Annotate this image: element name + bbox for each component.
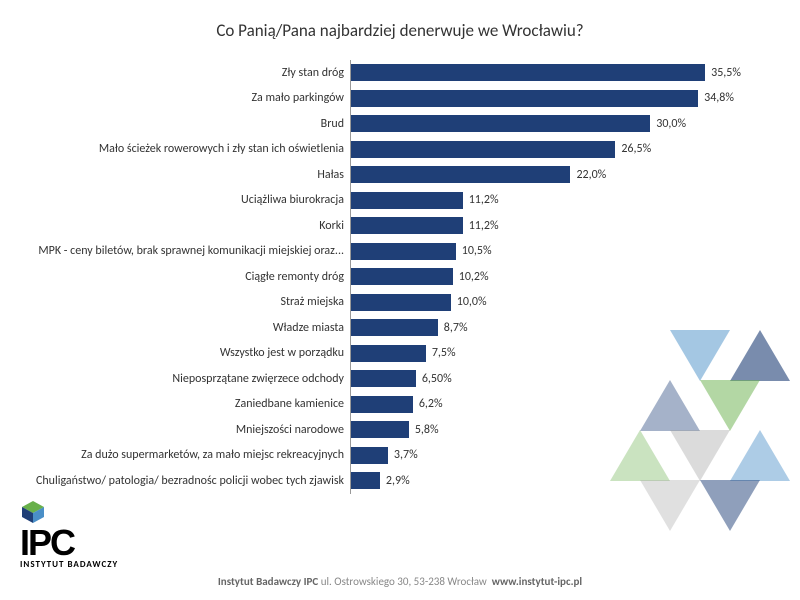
bar-value: 7,5% [432, 346, 456, 360]
bar [351, 294, 451, 311]
bar-track: 6,2% [350, 392, 750, 418]
bar-label: Zaniedbane kamienice [30, 397, 350, 411]
bar-label: Władze miasta [30, 321, 350, 335]
bar [351, 268, 453, 285]
cube-icon [20, 499, 46, 525]
bar [351, 319, 438, 336]
bar-chart: Zły stan dróg 35,5% Za mało parkingów 34,8%… [30, 60, 750, 510]
bar-label: Chuligaństwo/ patologia/ bezradnośc poli… [30, 474, 350, 488]
bar-track: 3,7% [350, 443, 750, 469]
chart-row: Korki 11,2% [30, 213, 750, 239]
chart-row: Straż miejska 10,0% [30, 290, 750, 316]
bar-track: 26,5% [350, 137, 750, 163]
bar-value: 11,2% [469, 219, 499, 233]
chart-row: Mniejszości narodowe 5,8% [30, 417, 750, 443]
bar-value: 8,7% [444, 321, 468, 335]
chart-row: Władze miasta 8,7% [30, 315, 750, 341]
bar-track: 34,8% [350, 86, 750, 112]
bar-label: MPK - ceny biletów, brak sprawnej komuni… [30, 244, 350, 258]
bar-label: Nieposprzątane zwięrzece odchody [30, 372, 350, 386]
footer-url: www.instytut-ipc.pl [492, 575, 582, 588]
bar [351, 90, 698, 107]
chart-row: Zaniedbane kamienice 6,2% [30, 392, 750, 418]
bar-value: 10,0% [457, 295, 487, 309]
chart-row: Uciążliwa biurokracja 11,2% [30, 188, 750, 214]
bar [351, 166, 570, 183]
chart-row: Mało ścieżek rowerowych i zły stan ich o… [30, 137, 750, 163]
chart-row: Ciągłe remonty dróg 10,2% [30, 264, 750, 290]
footer-org: Instytut Badawczy IPC [218, 575, 318, 588]
bar-value: 6,50% [422, 372, 452, 386]
bar-value: 22,0% [576, 168, 606, 182]
bar-label: Brud [30, 117, 350, 131]
logo-text: IPC [20, 527, 74, 559]
footer: Instytut Badawczy IPC ul. Ostrowskiego 3… [0, 575, 800, 588]
bar-track: 35,5% [350, 60, 750, 86]
bar-value: 35,5% [711, 66, 741, 80]
bar-track: 10,0% [350, 290, 750, 316]
bar [351, 115, 650, 132]
chart-title: Co Panią/Pana najbardziej denerwuje we W… [0, 0, 800, 53]
bar-track: 10,2% [350, 264, 750, 290]
bar-label: Ciągłe remonty dróg [30, 270, 350, 284]
bar-value: 3,7% [394, 448, 418, 462]
bar-track: 22,0% [350, 162, 750, 188]
bar-value: 6,2% [419, 397, 443, 411]
bar-track: 11,2% [350, 188, 750, 214]
bar-label: Zły stan dróg [30, 66, 350, 80]
bar-value: 10,2% [459, 270, 489, 284]
bar-label: Mało ścieżek rowerowych i zły stan ich o… [30, 142, 350, 156]
bar [351, 217, 463, 234]
bar [351, 396, 413, 413]
chart-row: MPK - ceny biletów, brak sprawnej komuni… [30, 239, 750, 265]
bar [351, 141, 615, 158]
chart-row: Za mało parkingów 34,8% [30, 86, 750, 112]
bar [351, 370, 416, 387]
chart-row: Chuligaństwo/ patologia/ bezradnośc poli… [30, 468, 750, 494]
bar-value: 26,5% [621, 142, 651, 156]
footer-address: ul. Ostrowskiego 30, 53-238 Wrocław [321, 575, 487, 588]
chart-row: Za dużo supermarketów, za mało miejsc re… [30, 443, 750, 469]
bar-label: Straż miejska [30, 295, 350, 309]
bar-track: 7,5% [350, 341, 750, 367]
bar-label: Uciążliwa biurokracja [30, 193, 350, 207]
bar-value: 30,0% [656, 117, 686, 131]
bar [351, 192, 463, 209]
chart-row: Wszystko jest w porządku 7,5% [30, 341, 750, 367]
bar-value: 5,8% [415, 423, 439, 437]
bar-label: Korki [30, 219, 350, 233]
bar [351, 345, 426, 362]
bar-label: Mniejszości narodowe [30, 423, 350, 437]
chart-row: Nieposprzątane zwięrzece odchody 6,50% [30, 366, 750, 392]
bar-track: 2,9% [350, 468, 750, 494]
chart-row: Zły stan dróg 35,5% [30, 60, 750, 86]
logo-subtitle: INSTYTUT BADAWCZY [20, 559, 118, 570]
chart-row: Hałas 22,0% [30, 162, 750, 188]
bar [351, 64, 705, 81]
bar-value: 2,9% [386, 474, 410, 488]
bar-track: 11,2% [350, 213, 750, 239]
bar-value: 34,8% [704, 91, 734, 105]
bar-label: Hałas [30, 168, 350, 182]
bar-track: 10,5% [350, 239, 750, 265]
bar-track: 30,0% [350, 111, 750, 137]
bar-track: 6,50% [350, 366, 750, 392]
bar-value: 11,2% [469, 193, 499, 207]
bar-track: 5,8% [350, 417, 750, 443]
bar [351, 447, 388, 464]
bar-track: 8,7% [350, 315, 750, 341]
chart-row: Brud 30,0% [30, 111, 750, 137]
bar [351, 421, 409, 438]
logo: IPC INSTYTUT BADAWCZY [20, 499, 118, 570]
bar-label: Za mało parkingów [30, 91, 350, 105]
bar-value: 10,5% [462, 244, 492, 258]
bar [351, 243, 456, 260]
bar-label: Za dużo supermarketów, za mało miejsc re… [30, 448, 350, 462]
bar [351, 472, 380, 489]
bar-label: Wszystko jest w porządku [30, 346, 350, 360]
